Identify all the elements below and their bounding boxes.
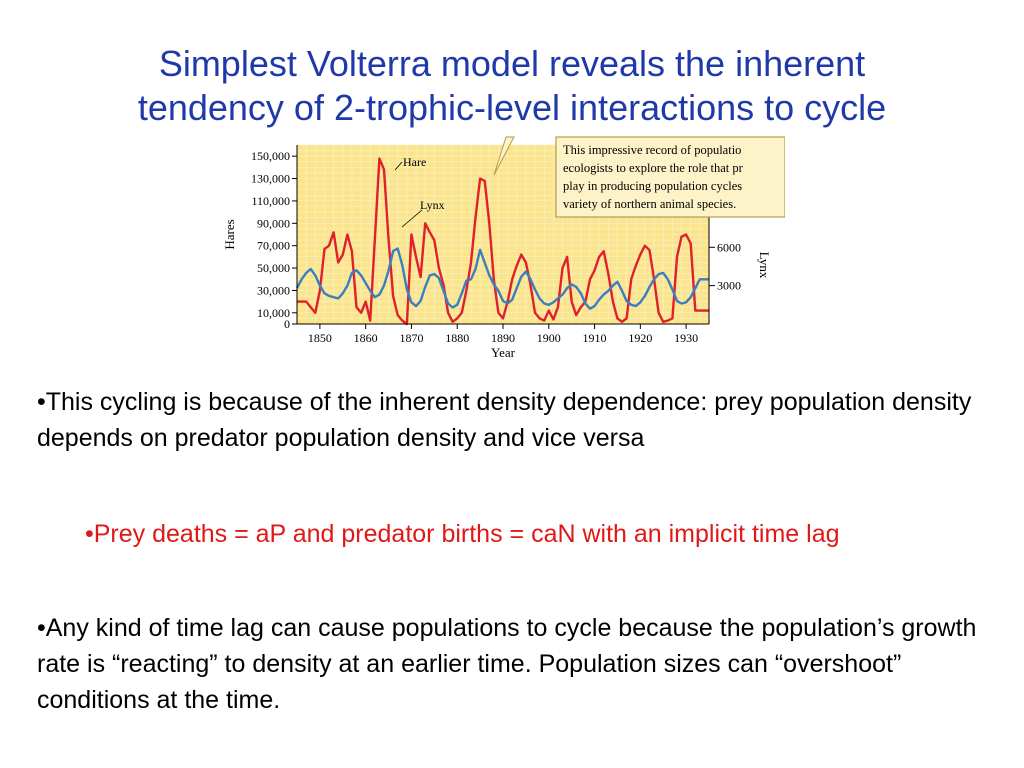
y-tick-label-right: 6000 <box>717 240 741 254</box>
slide-title-line-2: tendency of 2-trophic-level interactions… <box>137 87 887 128</box>
hare-lynx-chart: 010,000 30,000 50,000 70,000 90,000 110,000 13… <box>222 136 785 360</box>
lynx-series-line <box>295 247 709 310</box>
lynx-label-leader <box>401 209 423 228</box>
y-tick-label-left: 10,000 <box>257 306 290 320</box>
x-tick-label: 1930 <box>674 331 698 345</box>
x-tick-label: 1860 <box>354 331 378 345</box>
callout-pointer <box>493 136 515 176</box>
x-tick-label: 1900 <box>537 331 561 345</box>
bullet-prey-deaths: •Prey deaths = aP and predator births = … <box>85 520 840 548</box>
x-tick-label: 1920 <box>628 331 652 345</box>
y-tick-label-left: 110,000 <box>251 194 290 208</box>
x-tick-label: 1850 <box>308 331 332 345</box>
series-group <box>295 157 709 326</box>
y-tick-label-left: 30,000 <box>257 283 290 297</box>
y-axis-label-right: Lynx <box>757 252 772 279</box>
y-tick-label-left: 70,000 <box>257 239 290 253</box>
callout-text-line: This impressive record of populatio <box>563 143 741 157</box>
x-tick-label: 1870 <box>399 331 423 345</box>
slide-title: Simplest Volterra model reveals the inhe… <box>40 42 984 130</box>
slide-title-line-1: Simplest Volterra model reveals the inhe… <box>158 43 866 84</box>
callout-background <box>555 136 785 218</box>
y-tick-label-left: 90,000 <box>257 216 290 230</box>
x-axis-label: Year <box>491 345 516 360</box>
hare-label-leader <box>394 161 403 171</box>
y-tick-label-left: 0 <box>284 317 290 331</box>
callout-text-line: play in producing population cycles <box>563 179 742 193</box>
y-tick-label-left: 130,000 <box>251 172 290 186</box>
y-tick-label-right: 3000 <box>717 279 741 293</box>
x-tick-label: 1890 <box>491 331 515 345</box>
callout-text-line: ecologists to explore the role that pr <box>563 161 744 175</box>
callout-box: This impressive record of populatio ecolo… <box>493 136 785 218</box>
y-axis-label-left: Hares <box>222 219 237 249</box>
axes-group: 010,000 30,000 50,000 70,000 90,000 110,000 13… <box>222 145 772 360</box>
callout-text-line: variety of northern animal species. <box>563 197 736 211</box>
y-tick-label-left: 150,000 <box>251 149 290 163</box>
hare-series-line <box>297 157 709 326</box>
x-tick-label: 1880 <box>445 331 469 345</box>
hare-series-label: Hare <box>403 155 426 169</box>
bullet-time-lag: •Any kind of time lag can cause populati… <box>37 614 977 714</box>
y-tick-label-left: 50,000 <box>257 261 290 275</box>
bullet-density-dependence: •This cycling is because of the inherent… <box>37 388 972 452</box>
x-tick-label: 1910 <box>583 331 607 345</box>
lynx-series-label: Lynx <box>420 198 445 212</box>
